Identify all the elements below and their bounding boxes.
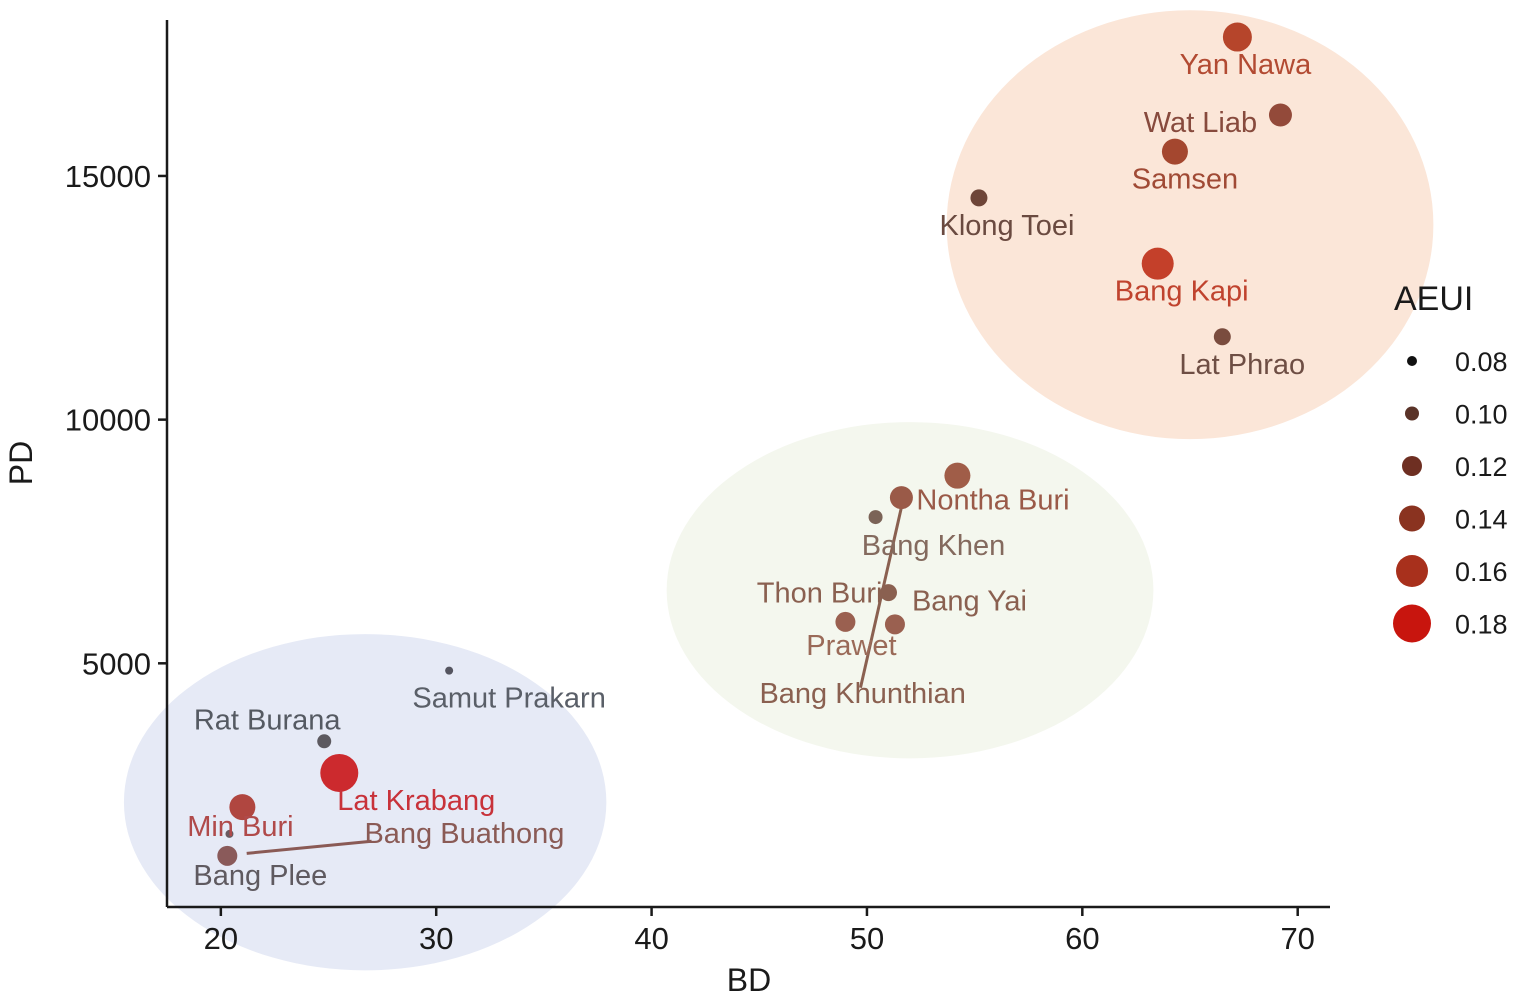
point-label: Wat Liab xyxy=(1144,107,1257,139)
x-tick-label: 20 xyxy=(204,921,238,956)
data-points xyxy=(217,22,1292,866)
data-point xyxy=(317,734,332,749)
legend-key xyxy=(1407,356,1417,366)
leader-line xyxy=(246,839,372,855)
data-point xyxy=(889,486,913,510)
data-point xyxy=(1161,138,1188,165)
x-tick-label: 60 xyxy=(1065,921,1099,956)
data-point xyxy=(320,753,359,792)
y-tick-label: 15000 xyxy=(65,159,151,194)
data-point xyxy=(879,584,897,602)
point-label: Samut Prakarn xyxy=(412,683,605,715)
point-label: Prawet xyxy=(806,630,896,662)
y-ticks: 5000 10000 15000 xyxy=(65,159,167,681)
data-point xyxy=(1141,247,1174,280)
point-label: Bang Khunthian xyxy=(759,678,965,710)
data-point xyxy=(445,666,454,675)
point-label: Bang Plee xyxy=(193,860,327,892)
x-tick-label: 40 xyxy=(634,921,668,956)
point-label: Bang Khen xyxy=(862,530,1006,562)
point-label: Klong Toei xyxy=(939,210,1074,242)
data-point xyxy=(225,829,234,838)
data-point xyxy=(884,614,905,635)
y-tick-label: 5000 xyxy=(82,646,151,681)
point-labels: Yan Nawa Wat Liab Samsen Klong Toei Bang Kap… xyxy=(187,49,1312,892)
legend-label: 0.16 xyxy=(1455,557,1508,587)
legend-label: 0.18 xyxy=(1455,610,1508,640)
legend-label: 0.12 xyxy=(1455,452,1508,482)
cluster-ellipses xyxy=(123,10,1434,971)
legend-key xyxy=(1402,456,1422,476)
data-point xyxy=(229,794,256,821)
legend-key xyxy=(1399,505,1425,532)
data-point xyxy=(217,845,238,866)
x-tick-label: 50 xyxy=(850,921,884,956)
cluster-ellipse-1 xyxy=(666,422,1154,759)
axes xyxy=(165,20,1330,909)
y-tick-label: 10000 xyxy=(65,403,151,438)
x-tick-label: 30 xyxy=(419,921,453,956)
point-label: Yan Nawa xyxy=(1180,49,1313,81)
cluster-ellipse-0 xyxy=(946,10,1434,440)
legend-key xyxy=(1396,555,1428,587)
cluster-ellipse-2 xyxy=(123,634,607,971)
leader-line xyxy=(859,507,903,689)
data-point xyxy=(944,462,971,489)
legend-label: 0.08 xyxy=(1455,347,1508,377)
data-point xyxy=(835,611,856,632)
point-label: Bang Buathong xyxy=(364,818,564,850)
x-ticks: 20 30 40 50 60 70 xyxy=(204,907,1315,956)
x-tick-label: 70 xyxy=(1280,921,1314,956)
legend-label: 0.10 xyxy=(1455,400,1508,430)
legend-title: AEUI xyxy=(1394,280,1473,318)
x-axis-title: BD xyxy=(727,962,771,998)
leader-lines xyxy=(246,507,903,855)
legend-key xyxy=(1393,604,1431,643)
legend-label: 0.14 xyxy=(1455,505,1508,535)
y-axis-title: PD xyxy=(3,441,39,485)
point-label: Thon Buri xyxy=(757,578,883,610)
data-point xyxy=(868,510,883,525)
point-label: Lat Phrao xyxy=(1179,349,1305,381)
data-point xyxy=(970,189,988,207)
size-legend: AEUI 0.08 0.10 0.12 0.14 0.16 0.18 xyxy=(1393,280,1508,643)
data-point xyxy=(1222,22,1252,52)
data-point xyxy=(1213,328,1231,346)
legend-key xyxy=(1405,406,1419,421)
point-label: Lat Krabang xyxy=(337,785,495,817)
point-label: Bang Kapi xyxy=(1115,276,1249,308)
legend-entries: 0.08 0.10 0.12 0.14 0.16 0.18 xyxy=(1393,347,1508,643)
point-label: Nontha Buri xyxy=(916,485,1069,517)
point-label: Rat Burana xyxy=(194,704,342,736)
point-label: Samsen xyxy=(1132,164,1238,196)
point-label: Bang Yai xyxy=(912,585,1027,617)
point-label: Min Buri xyxy=(187,811,293,843)
data-point xyxy=(1268,103,1292,127)
